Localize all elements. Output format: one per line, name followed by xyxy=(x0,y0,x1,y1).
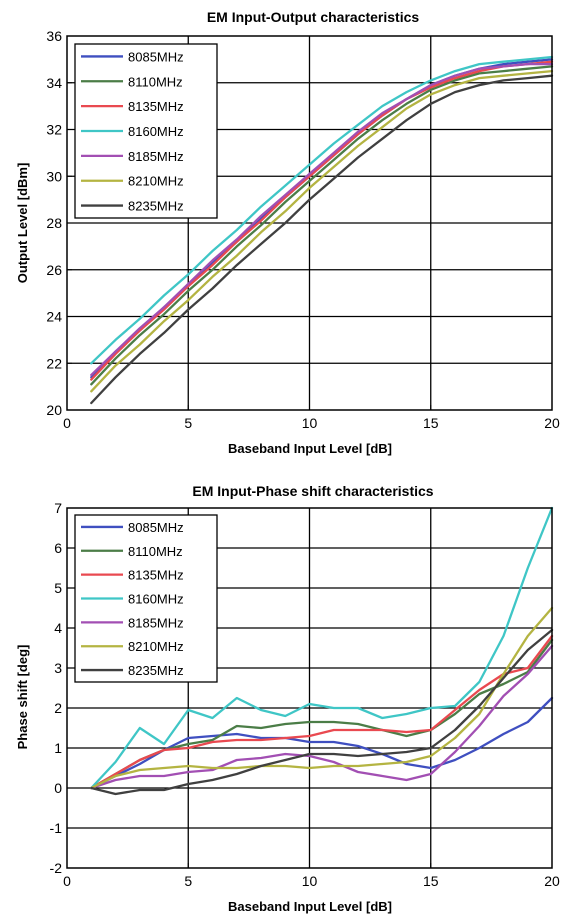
legend: 8085MHz 8110MHz 8135MHz 8160MHz 8185MHz 8210M… xyxy=(74,514,218,683)
legend-label: 8160MHz xyxy=(128,124,184,139)
series-line-8235MHz xyxy=(90,74,554,405)
y-tick-label: 4 xyxy=(54,620,62,636)
chart-title: EM Input-Phase shift characteristics xyxy=(192,483,433,499)
legend-label: 8185MHz xyxy=(128,615,184,630)
series-line-8110MHz xyxy=(90,65,554,386)
x-tick-label: 0 xyxy=(63,873,71,889)
legend-label: 8135MHz xyxy=(128,568,184,583)
x-tick-label: 0 xyxy=(63,415,71,431)
series-line-8185MHz xyxy=(90,644,554,790)
x-tick-label: 10 xyxy=(302,415,318,431)
legend-label: 8185MHz xyxy=(128,149,184,164)
chart-input-output: EM Input-Output characteristics Output L… xyxy=(15,9,560,456)
legend: 8085MHz 8110MHz 8135MHz 8160MHz 8185MHz 8210M… xyxy=(74,43,218,219)
y-tick-label: 3 xyxy=(54,660,62,676)
legend-label: 8210MHz xyxy=(128,174,184,189)
series-line-8135MHz xyxy=(90,60,554,381)
y-tick-label: 28 xyxy=(46,215,62,231)
legend-label: 8135MHz xyxy=(128,99,184,114)
y-axis-label: Phase shift [deg] xyxy=(15,645,30,750)
y-tick-label: 36 xyxy=(46,28,62,44)
y-tick-label: 22 xyxy=(46,355,62,371)
y-tick-label: 6 xyxy=(54,540,62,556)
y-tick-label: 30 xyxy=(46,168,62,184)
series-line-8235MHz xyxy=(90,628,554,796)
series-line-8160MHz xyxy=(90,506,554,790)
y-tick-label: 34 xyxy=(46,75,62,91)
legend-label: 8235MHz xyxy=(128,199,184,214)
x-tick-label: 15 xyxy=(423,873,439,889)
series-line-8160MHz xyxy=(90,55,554,365)
chart-title: EM Input-Output characteristics xyxy=(207,9,420,25)
y-tick-label: 5 xyxy=(54,580,62,596)
x-tick-label: 20 xyxy=(544,415,560,431)
legend-label: 8210MHz xyxy=(128,639,184,654)
x-tick-label: 20 xyxy=(544,873,560,889)
y-tick-label: 24 xyxy=(46,309,62,325)
y-axis-label: Output Level [dBm] xyxy=(15,163,30,284)
y-tick-label: 1 xyxy=(54,740,62,756)
legend-label: 8110MHz xyxy=(128,74,183,89)
series-line-8210MHz xyxy=(90,606,554,790)
y-tick-label: 2 xyxy=(54,700,62,716)
series-line-8210MHz xyxy=(90,69,554,393)
y-tick-label: 0 xyxy=(54,780,62,796)
x-tick-label: 10 xyxy=(302,873,318,889)
chart-phase-shift: EM Input-Phase shift characteristics Pha… xyxy=(15,483,560,914)
y-tick-label: -1 xyxy=(50,820,63,836)
y-tick-label: 20 xyxy=(46,402,62,418)
x-tick-label: 15 xyxy=(423,415,439,431)
x-axis-label: Baseband Input Level [dB] xyxy=(228,899,392,914)
y-tick-label: -2 xyxy=(50,860,63,876)
legend-label: 8235MHz xyxy=(128,663,184,678)
series-line-8135MHz xyxy=(90,634,554,790)
series-line-8185MHz xyxy=(90,62,554,377)
y-tick-label: 7 xyxy=(54,500,62,516)
y-tick-label: 26 xyxy=(46,262,62,278)
x-tick-label: 5 xyxy=(184,873,192,889)
legend-label: 8160MHz xyxy=(128,592,184,607)
legend-label: 8085MHz xyxy=(128,49,184,64)
legend-label: 8110MHz xyxy=(128,544,183,559)
legend-label: 8085MHz xyxy=(128,520,184,535)
x-tick-label: 5 xyxy=(184,415,192,431)
x-axis-label: Baseband Input Level [dB] xyxy=(228,441,392,456)
y-tick-label: 32 xyxy=(46,122,62,138)
